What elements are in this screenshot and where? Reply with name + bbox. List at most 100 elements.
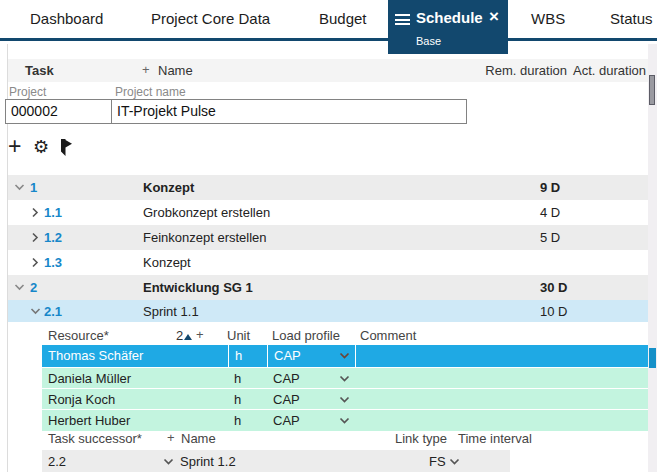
tab-dashboard[interactable]: Dashboard bbox=[30, 10, 103, 27]
column-header-name[interactable]: Name bbox=[181, 431, 216, 446]
column-header-load-profile[interactable]: Load profile bbox=[272, 328, 340, 343]
successor-row[interactable]: 2.2 Sprint 1.2 FS bbox=[42, 450, 510, 472]
project-fields-box: 000002 IT-Projekt Pulse bbox=[5, 99, 467, 124]
chevron-down-icon[interactable] bbox=[339, 375, 350, 383]
schedule-page: Dashboard Project Core Data Budget WBS S… bbox=[0, 0, 657, 472]
tab-status[interactable]: Status bbox=[610, 10, 653, 27]
chevron-down-icon[interactable] bbox=[339, 417, 350, 425]
resource-load-profile[interactable]: CAP bbox=[273, 371, 300, 386]
collapse-icon[interactable] bbox=[14, 182, 25, 192]
column-header-unit[interactable]: Unit bbox=[227, 328, 250, 343]
hamburger-menu-icon[interactable] bbox=[395, 14, 410, 25]
task-number[interactable]: 1.2 bbox=[44, 230, 62, 245]
task-number[interactable]: 1.1 bbox=[44, 205, 62, 220]
task-row-2-1-highlighted[interactable]: 2.1 Sprint 1.1 10 D bbox=[8, 300, 648, 322]
resource-unit[interactable]: h bbox=[234, 392, 241, 407]
sort-indicator[interactable]: 2 bbox=[176, 328, 192, 343]
task-name[interactable]: Konzept bbox=[143, 255, 191, 270]
column-header-name[interactable]: Name bbox=[158, 63, 193, 78]
resource-row[interactable]: Herbert Huber h CAP bbox=[42, 409, 648, 431]
resource-name[interactable]: Herbert Huber bbox=[48, 413, 130, 428]
collapse-icon[interactable] bbox=[30, 306, 41, 316]
resource-row-selected[interactable]: Thomas Schäfer h CAP bbox=[42, 345, 648, 367]
resource-row[interactable]: Daniela Müller h CAP bbox=[42, 367, 648, 389]
expand-icon[interactable] bbox=[30, 257, 40, 268]
tab-project-core-data[interactable]: Project Core Data bbox=[151, 10, 270, 27]
tab-budget[interactable]: Budget bbox=[319, 10, 367, 27]
task-name[interactable]: Grobkonzept erstellen bbox=[143, 205, 270, 220]
task-name[interactable]: Entwicklung SG 1 bbox=[143, 280, 253, 295]
task-duration: 10 D bbox=[540, 304, 567, 319]
task-duration: 9 D bbox=[540, 180, 560, 195]
project-label: Project bbox=[9, 85, 46, 99]
column-header-link-type[interactable]: Link type bbox=[395, 431, 447, 446]
resource-name[interactable]: Daniela Müller bbox=[48, 371, 131, 386]
chevron-down-icon[interactable] bbox=[163, 458, 174, 466]
task-number[interactable]: 1.3 bbox=[44, 255, 62, 270]
tab-schedule-active[interactable]: Schedule × Base bbox=[388, 0, 508, 54]
successor-link-type[interactable]: FS bbox=[429, 454, 446, 469]
add-resource-button[interactable]: + bbox=[196, 327, 204, 342]
task-name[interactable]: Feinkonzept erstellen bbox=[143, 230, 267, 245]
chevron-down-icon[interactable] bbox=[339, 352, 350, 360]
column-header-time-interval[interactable]: Time interval bbox=[458, 431, 532, 446]
chevron-down-icon[interactable] bbox=[339, 396, 350, 404]
task-duration: 4 D bbox=[540, 205, 560, 220]
chevron-down-icon[interactable] bbox=[449, 458, 460, 466]
project-name-field[interactable]: IT-Projekt Pulse bbox=[117, 103, 216, 119]
field-divider bbox=[111, 100, 112, 123]
tabbar-bottom-border bbox=[0, 38, 657, 41]
vertical-scrollbar[interactable] bbox=[648, 44, 657, 472]
resource-load-profile[interactable]: CAP bbox=[273, 392, 300, 407]
active-tab-subtitle: Base bbox=[416, 35, 441, 47]
task-name[interactable]: Sprint 1.1 bbox=[143, 304, 199, 319]
task-table-header: Task + Name Rem. duration Act. duration bbox=[8, 59, 648, 82]
collapse-icon[interactable] bbox=[14, 282, 25, 292]
settings-gear-icon[interactable]: ⚙ bbox=[33, 137, 49, 157]
resource-load-profile[interactable]: CAP bbox=[274, 348, 301, 363]
column-header-resource[interactable]: Resource* bbox=[48, 328, 109, 343]
resource-row[interactable]: Ronja Koch h CAP bbox=[42, 388, 648, 410]
column-header-task-successor[interactable]: Task successor* bbox=[48, 431, 142, 446]
tab-bar: Dashboard Project Core Data Budget WBS S… bbox=[0, 0, 657, 41]
task-row-2[interactable]: 2 Entwicklung SG 1 30 D bbox=[8, 275, 648, 300]
scrollbar-thumb[interactable] bbox=[649, 75, 655, 105]
resource-unit[interactable]: h bbox=[234, 371, 241, 386]
add-task-button[interactable]: + bbox=[8, 134, 21, 158]
task-number[interactable]: 2 bbox=[30, 280, 37, 295]
successor-name[interactable]: Sprint 1.2 bbox=[180, 454, 236, 469]
project-name-label: Project name bbox=[115, 85, 186, 99]
task-row-1-2[interactable]: 1.2 Feinkonzept erstellen 5 D bbox=[8, 225, 648, 250]
close-icon[interactable]: × bbox=[489, 8, 499, 26]
successor-table-header: Task successor* + Name Link type Time in… bbox=[42, 431, 648, 448]
expand-icon[interactable] bbox=[30, 207, 40, 218]
column-header-rem-duration[interactable]: Rem. duration bbox=[485, 63, 567, 78]
resource-name[interactable]: Ronja Koch bbox=[48, 392, 115, 407]
add-successor-button[interactable]: + bbox=[167, 430, 175, 445]
sort-asc-icon bbox=[184, 334, 192, 340]
scrollbar-selection-marker bbox=[649, 348, 656, 368]
task-row-1[interactable]: 1 Konzept 9 D bbox=[8, 175, 648, 200]
resource-load-profile[interactable]: CAP bbox=[273, 413, 300, 428]
task-number[interactable]: 1 bbox=[30, 180, 37, 195]
active-tab-label: Schedule bbox=[416, 9, 483, 26]
task-row-1-1[interactable]: 1.1 Grobkonzept erstellen 4 D bbox=[8, 200, 648, 225]
flag-icon[interactable] bbox=[58, 138, 73, 161]
tab-wbs[interactable]: WBS bbox=[531, 10, 565, 27]
expand-icon[interactable] bbox=[30, 232, 40, 243]
task-duration: 30 D bbox=[540, 280, 567, 295]
resource-unit[interactable]: h bbox=[234, 413, 241, 428]
task-number[interactable]: 2.1 bbox=[44, 304, 62, 319]
successor-task-id[interactable]: 2.2 bbox=[48, 454, 66, 469]
resource-table-header: Resource* 2 + Unit Load profile Comment bbox=[42, 328, 648, 345]
column-header-act-duration[interactable]: Act. duration bbox=[573, 63, 646, 78]
task-duration: 5 D bbox=[540, 230, 560, 245]
column-header-comment[interactable]: Comment bbox=[360, 328, 416, 343]
project-id-field[interactable]: 000002 bbox=[11, 103, 58, 119]
task-name[interactable]: Konzept bbox=[143, 180, 194, 195]
resource-unit[interactable]: h bbox=[235, 348, 242, 363]
column-header-task[interactable]: Task bbox=[25, 63, 54, 78]
task-row-1-3[interactable]: 1.3 Konzept bbox=[8, 250, 648, 275]
resource-name[interactable]: Thomas Schäfer bbox=[48, 348, 143, 363]
add-column-icon[interactable]: + bbox=[142, 62, 150, 77]
